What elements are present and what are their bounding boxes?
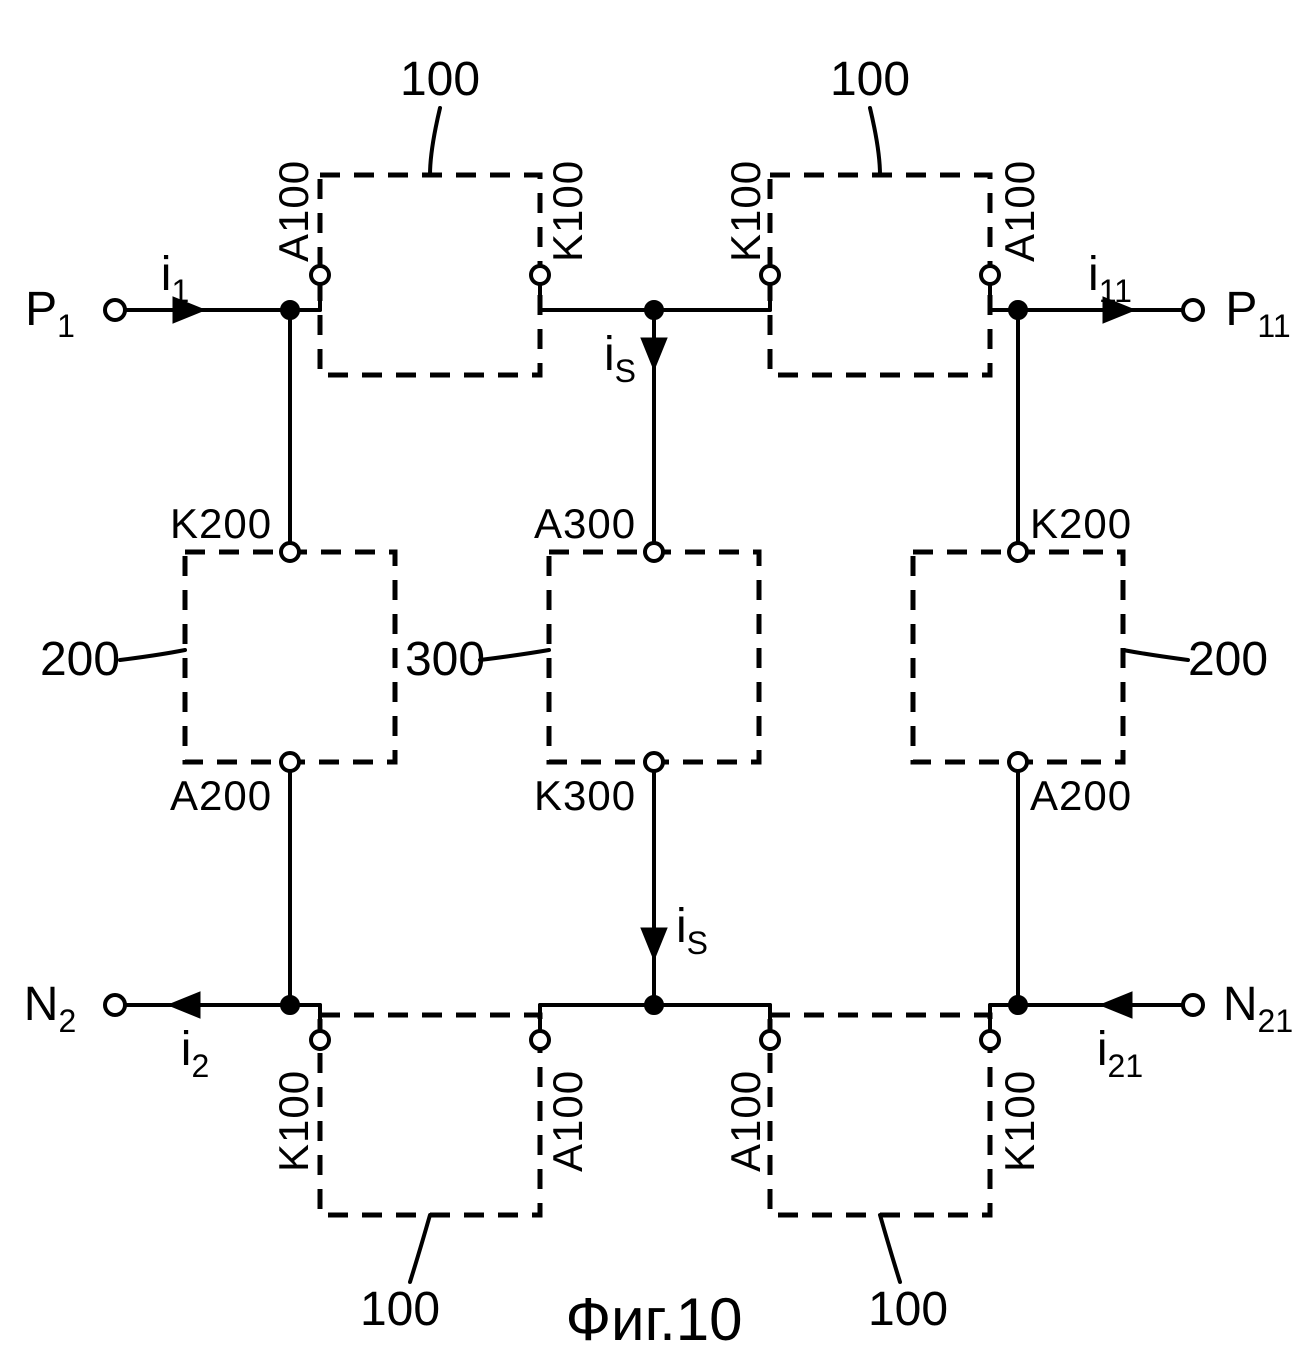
port-mid-center-A: A300 — [534, 500, 636, 547]
block-bottom-left — [320, 1015, 540, 1215]
block-mid-left — [185, 552, 395, 762]
port-top-left-K: K100 — [544, 160, 591, 262]
circuit-diagram: P1 P11 N2 N21 i1 i11 i2 i21 iS iS — [0, 0, 1308, 1355]
ref-top-right: 100 — [830, 53, 910, 106]
label-p11: P11 — [1225, 283, 1290, 344]
figure-caption: Фиг.10 — [565, 1286, 742, 1353]
ref-bot-left: 100 — [360, 1283, 440, 1336]
ref-top-left: 100 — [400, 53, 480, 106]
port-mid-left-K: K200 — [170, 500, 272, 547]
wires — [115, 310, 1193, 1005]
terminal-n2 — [105, 995, 125, 1015]
block-top-left — [320, 175, 540, 375]
block-bottom-right — [770, 1015, 990, 1215]
port-mid-center-K: K300 — [534, 772, 636, 819]
labels: P1 P11 N2 N21 i1 i11 i2 i21 iS iS — [24, 53, 1293, 1353]
current-arrows — [168, 297, 1135, 1018]
ref-mid-center: 300 — [405, 633, 485, 686]
block-mid-center — [549, 552, 759, 762]
port-bot-right-A: A100 — [722, 1070, 769, 1172]
terminal-p1 — [105, 300, 125, 320]
terminal-p11 — [1183, 300, 1203, 320]
port-top-right-A: A100 — [996, 160, 1043, 262]
label-is-top: iS — [604, 328, 636, 389]
block-top-right — [770, 175, 990, 375]
label-p1: P1 — [25, 283, 75, 344]
label-is-bottom: iS — [676, 900, 708, 961]
port-bot-left-K: K100 — [270, 1070, 317, 1172]
port-bot-right-K: K100 — [996, 1070, 1043, 1172]
port-mid-right-K: K200 — [1030, 500, 1132, 547]
terminal-n21 — [1183, 995, 1203, 1015]
label-i11: i11 — [1088, 248, 1132, 309]
block-mid-right — [913, 552, 1123, 762]
ref-mid-right: 200 — [1188, 633, 1268, 686]
label-i21: i21 — [1097, 1023, 1143, 1084]
ref-bot-right: 100 — [868, 1283, 948, 1336]
ref-mid-left: 200 — [40, 633, 120, 686]
port-mid-right-A: A200 — [1030, 772, 1132, 819]
port-top-right-K: K100 — [722, 160, 769, 262]
label-i2: i2 — [181, 1023, 209, 1084]
label-n21: N21 — [1223, 978, 1293, 1039]
port-mid-left-A: A200 — [170, 772, 272, 819]
label-n2: N2 — [24, 978, 76, 1039]
port-bot-left-A: A100 — [544, 1070, 591, 1172]
label-i1: i1 — [161, 248, 189, 309]
port-top-left-A: A100 — [270, 160, 317, 262]
